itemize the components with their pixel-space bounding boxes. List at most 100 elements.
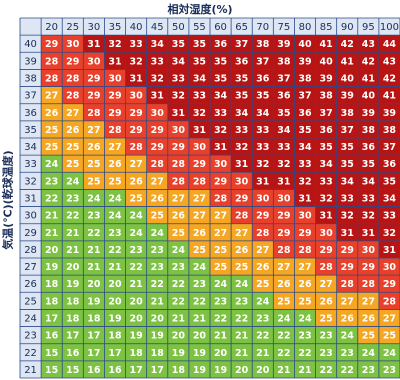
heatmap-cell (357, 292, 379, 310)
heatmap-cell (167, 189, 189, 207)
cell-value-label: 27 (319, 279, 332, 290)
y-tick-label: 28 (24, 245, 37, 256)
heatmap-cell (41, 326, 63, 344)
cell-value-label: 36 (256, 74, 270, 85)
heatmap-cell (41, 69, 63, 87)
cell-value-label: 21 (298, 365, 311, 376)
cell-value-label: 19 (108, 314, 121, 325)
heatmap-cell (273, 309, 295, 327)
y-tick-label: 38 (24, 74, 37, 85)
cell-value-label: 33 (214, 108, 227, 119)
heatmap-cell (378, 343, 400, 361)
heatmap-cell (83, 138, 105, 156)
heatmap-cell (167, 138, 189, 156)
cell-value-label: 33 (341, 194, 354, 205)
cell-value-label: 22 (45, 194, 58, 205)
cell-value-label: 29 (235, 194, 248, 205)
cell-value-label: 31 (341, 228, 354, 239)
cell-value-label: 29 (87, 74, 100, 85)
heatmap-cell (273, 275, 295, 293)
heatmap-cell (210, 120, 232, 138)
heatmap-cell (315, 258, 337, 276)
heatmap-cell (167, 292, 189, 310)
cell-value-label: 22 (151, 279, 164, 290)
heatmap-cell (315, 343, 337, 361)
heatmap-cell (336, 326, 358, 344)
y-header-column (20, 18, 42, 378)
cell-value-label: 36 (362, 142, 376, 153)
cell-value-label: 25 (193, 245, 206, 256)
heatmap-cell (336, 292, 358, 310)
heatmap-cell (336, 120, 358, 138)
heatmap-cell (273, 103, 295, 121)
cell-value-label: 28 (319, 262, 333, 273)
cell-value-label: 25 (87, 159, 100, 170)
cell-value-label: 19 (214, 365, 227, 376)
heatmap-cell (83, 240, 105, 258)
cell-value-label: 29 (129, 125, 142, 136)
x-tick-label: 95 (362, 22, 375, 33)
heatmap-cell (188, 35, 210, 53)
heatmap-cell (146, 309, 168, 327)
cell-value-label: 39 (341, 91, 354, 102)
heatmap-cell (62, 155, 84, 173)
heatmap-cell (104, 138, 126, 156)
heatmap-cell (336, 69, 358, 87)
heatmap-cell (188, 275, 210, 293)
heatmap-cell (125, 52, 147, 70)
heatmap-cell (62, 206, 84, 224)
heatmap-cell (378, 120, 400, 138)
heatmap-cell (210, 138, 232, 156)
cell-value-label: 27 (383, 314, 396, 325)
cell-value-label: 24 (298, 314, 312, 325)
cell-value-label: 32 (277, 159, 290, 170)
cell-value-label: 34 (298, 142, 312, 153)
heatmap-cell (210, 155, 232, 173)
heatmap-cell (336, 86, 358, 104)
cell-value-label: 18 (172, 365, 186, 376)
cell-value-label: 26 (45, 108, 59, 119)
heatmap-cell (378, 103, 400, 121)
cell-value-label: 28 (45, 56, 59, 67)
heatmap-cell (294, 103, 316, 121)
heatmap-cell (273, 360, 295, 378)
cell-value-label: 36 (298, 108, 312, 119)
heatmap-cell (125, 120, 147, 138)
cell-value-label: 35 (172, 39, 185, 50)
cell-value-label: 23 (151, 245, 164, 256)
heatmap-cell (146, 35, 168, 53)
heatmap-cell (231, 120, 253, 138)
cell-value-label: 38 (319, 91, 333, 102)
heatmap-cell (125, 240, 147, 258)
heatmap-cell (125, 223, 147, 241)
cell-value-label: 19 (87, 296, 100, 307)
cell-value-label: 21 (66, 245, 79, 256)
heatmap-cell (125, 343, 147, 361)
heatmap-cell (62, 138, 84, 156)
heatmap-cell (83, 343, 105, 361)
cell-value-label: 27 (277, 262, 290, 273)
heatmap-cell (210, 35, 232, 53)
cell-value-label: 33 (151, 56, 164, 67)
heatmap-cell (294, 120, 316, 138)
heatmap-cell (146, 103, 168, 121)
heatmap-cell (146, 69, 168, 87)
cell-value-label: 32 (341, 211, 354, 222)
heatmap-cell (294, 292, 316, 310)
heatmap-cell (210, 326, 232, 344)
heatmap-cell (146, 120, 168, 138)
cell-value-label: 35 (319, 142, 332, 153)
heatmap-cell (294, 86, 316, 104)
heatmap-cell (83, 35, 105, 53)
cell-value-label: 31 (193, 125, 206, 136)
cell-value-label: 32 (214, 125, 227, 136)
cell-value-label: 35 (256, 91, 269, 102)
heatmap-cell (83, 120, 105, 138)
cell-value-label: 32 (383, 228, 396, 239)
cell-value-label: 31 (87, 39, 100, 50)
cell-value-label: 27 (298, 262, 311, 273)
heatmap-cell (294, 275, 316, 293)
y-tick-label: 26 (24, 279, 37, 290)
cell-value-label: 31 (235, 159, 248, 170)
cell-value-label: 28 (362, 279, 376, 290)
